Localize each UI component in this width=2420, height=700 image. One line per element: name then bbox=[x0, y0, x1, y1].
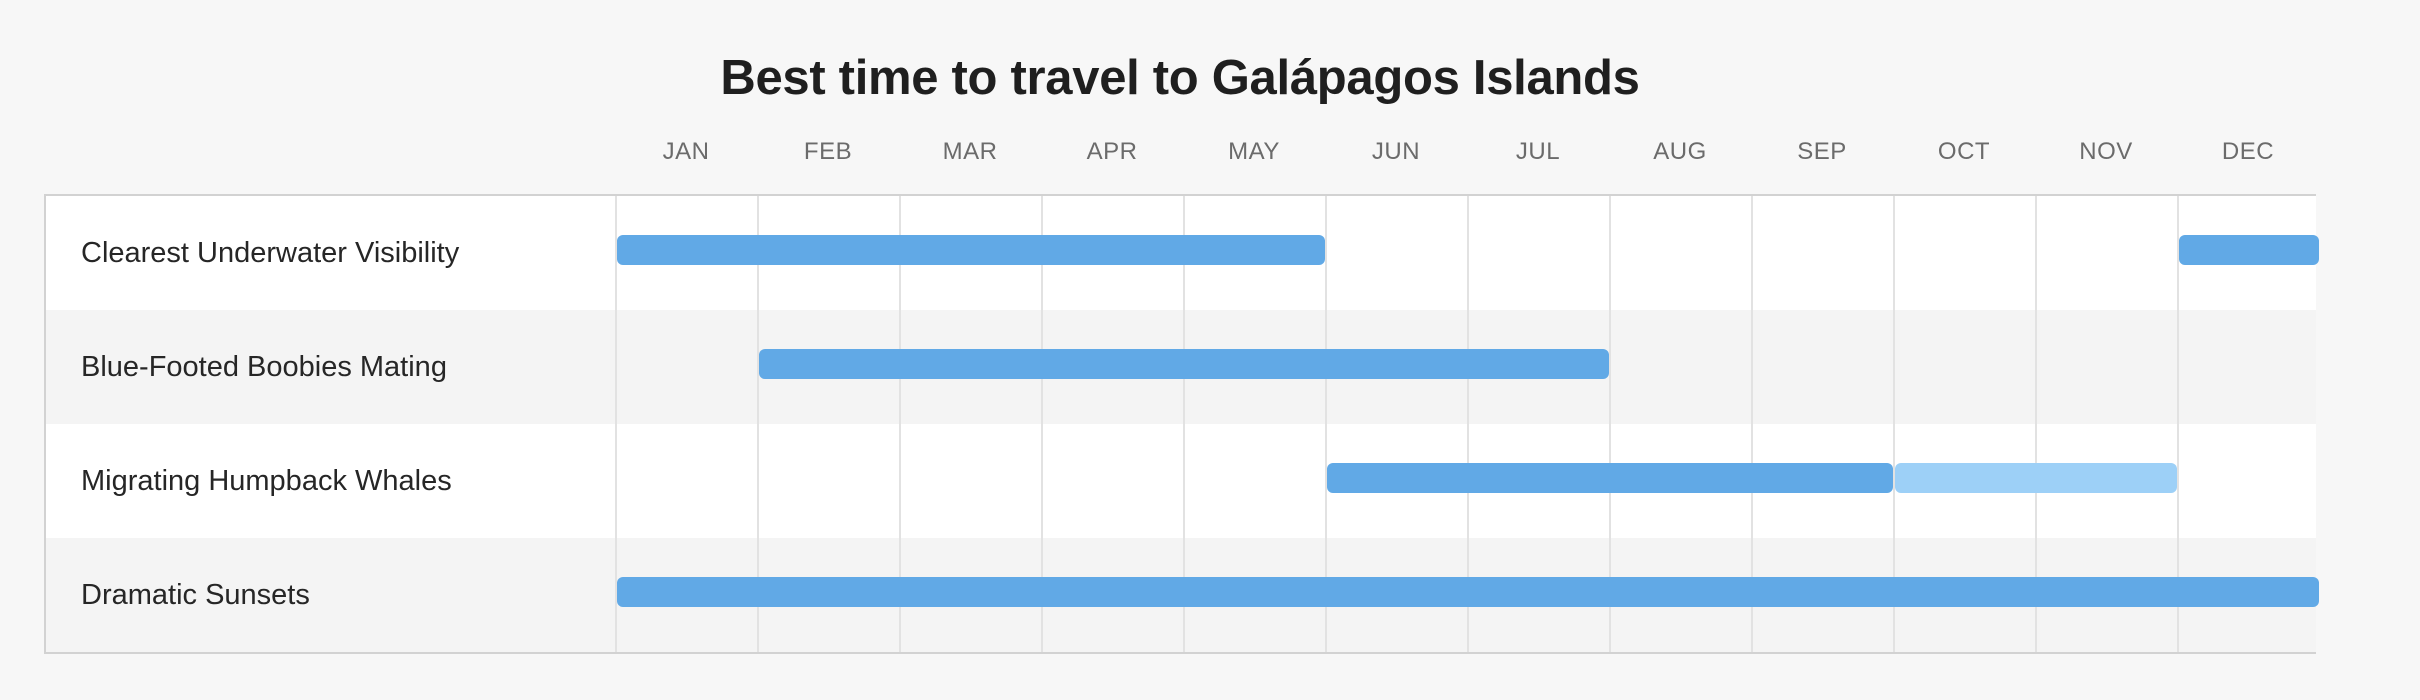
month-label-oct: OCT bbox=[1937, 138, 1991, 165]
row-label: Blue-Footed Boobies Mating bbox=[81, 351, 447, 383]
row-label: Clearest Underwater Visibility bbox=[81, 237, 460, 269]
bar-segment bbox=[617, 235, 1325, 265]
chart-title: Best time to travel to Galápagos Islands bbox=[720, 51, 1640, 105]
month-label-sep: SEP bbox=[1797, 138, 1847, 165]
month-gridline bbox=[899, 196, 901, 652]
month-gridline bbox=[1893, 196, 1895, 652]
month-axis: JAN FEB MAR APR MAY JUN JUL AUG SEP OCT NOV DEC bbox=[0, 138, 2420, 172]
month-gridline bbox=[2035, 196, 2037, 652]
month-label-jun: JUN bbox=[1371, 138, 1421, 165]
month-gridline bbox=[1041, 196, 1043, 652]
month-gridline bbox=[615, 196, 617, 652]
month-gridline bbox=[1751, 196, 1753, 652]
month-label-feb: FEB bbox=[803, 138, 853, 165]
bar-segment bbox=[1327, 463, 1893, 493]
month-gridline bbox=[1325, 196, 1327, 652]
month-label-may: MAY bbox=[1228, 138, 1280, 165]
month-gridline bbox=[1183, 196, 1185, 652]
month-gridline bbox=[2177, 196, 2179, 652]
bar-segment bbox=[617, 577, 2319, 607]
month-label-apr: APR bbox=[1086, 138, 1138, 165]
month-label-dec: DEC bbox=[2221, 138, 2275, 165]
bar-segment bbox=[2179, 235, 2319, 265]
month-gridline bbox=[1467, 196, 1469, 652]
chart-row: Clearest Underwater Visibility bbox=[46, 196, 2316, 310]
month-label-nov: NOV bbox=[2079, 138, 2133, 165]
bar-segment bbox=[759, 349, 1609, 379]
month-label-mar: MAR bbox=[942, 138, 998, 165]
chart-row: Migrating Humpback Whales bbox=[46, 424, 2316, 538]
month-label-aug: AUG bbox=[1653, 138, 1707, 165]
row-label: Dramatic Sunsets bbox=[81, 579, 310, 611]
bar-segment bbox=[1895, 463, 2177, 493]
month-gridline bbox=[1609, 196, 1611, 652]
row-label: Migrating Humpback Whales bbox=[81, 465, 452, 497]
chart-plot-area: Clearest Underwater Visibility Blue-Foote… bbox=[44, 194, 2319, 654]
month-gridline bbox=[757, 196, 759, 652]
month-label-jan: JAN bbox=[662, 138, 710, 165]
month-label-jul: JUL bbox=[1515, 138, 1561, 165]
